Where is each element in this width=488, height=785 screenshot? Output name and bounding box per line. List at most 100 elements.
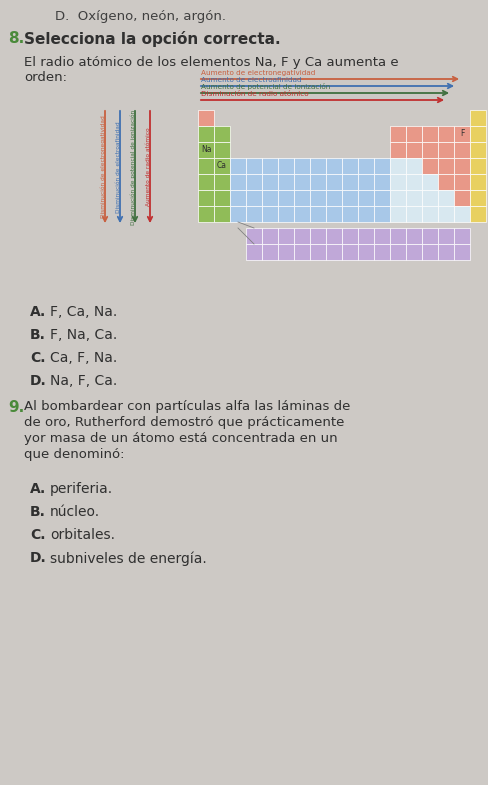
Bar bbox=[293, 158, 309, 174]
Bar bbox=[214, 158, 229, 174]
Bar bbox=[293, 190, 309, 206]
Text: 9.: 9. bbox=[8, 400, 24, 415]
Bar bbox=[309, 228, 325, 244]
Bar bbox=[262, 228, 278, 244]
Bar bbox=[341, 244, 357, 260]
Bar bbox=[245, 206, 262, 222]
Text: Aumento de radio atómico: Aumento de radio atómico bbox=[145, 128, 150, 206]
Bar bbox=[405, 174, 421, 190]
Bar bbox=[373, 206, 389, 222]
Bar bbox=[437, 158, 453, 174]
Bar bbox=[453, 142, 469, 158]
Bar bbox=[437, 174, 453, 190]
Bar bbox=[389, 174, 405, 190]
Bar bbox=[214, 174, 229, 190]
Bar bbox=[262, 190, 278, 206]
Bar bbox=[245, 190, 262, 206]
Bar bbox=[469, 158, 485, 174]
Text: Na, F, Ca.: Na, F, Ca. bbox=[50, 374, 117, 388]
Bar bbox=[405, 206, 421, 222]
Text: Ca: Ca bbox=[217, 162, 226, 170]
Bar bbox=[229, 158, 245, 174]
Bar bbox=[389, 206, 405, 222]
Bar bbox=[405, 142, 421, 158]
Bar bbox=[469, 174, 485, 190]
Text: F: F bbox=[459, 130, 463, 138]
Bar bbox=[309, 244, 325, 260]
Bar bbox=[198, 190, 214, 206]
Text: D.  Oxígeno, neón, argón.: D. Oxígeno, neón, argón. bbox=[55, 10, 225, 23]
Bar bbox=[453, 126, 469, 142]
Bar bbox=[357, 158, 373, 174]
Bar bbox=[437, 244, 453, 260]
Text: Disminución de radio atómico: Disminución de radio atómico bbox=[201, 90, 308, 97]
Bar bbox=[214, 142, 229, 158]
Bar bbox=[229, 190, 245, 206]
Bar bbox=[214, 126, 229, 142]
Bar bbox=[405, 244, 421, 260]
Bar bbox=[421, 174, 437, 190]
Bar bbox=[325, 244, 341, 260]
Bar bbox=[262, 174, 278, 190]
Text: El radio atómico de los elementos Na, F y Ca aumenta e: El radio atómico de los elementos Na, F … bbox=[24, 56, 398, 69]
Bar bbox=[341, 174, 357, 190]
Bar bbox=[341, 190, 357, 206]
Bar bbox=[389, 228, 405, 244]
Bar bbox=[278, 228, 293, 244]
Bar bbox=[405, 126, 421, 142]
Text: A.: A. bbox=[30, 305, 46, 319]
Bar bbox=[469, 142, 485, 158]
Text: de oro, Rutherford demostró que prácticamente: de oro, Rutherford demostró que práctica… bbox=[24, 416, 344, 429]
Text: F, Ca, Na.: F, Ca, Na. bbox=[50, 305, 117, 319]
Text: Disminución de electronegatividad: Disminución de electronegatividad bbox=[100, 115, 105, 218]
Text: F, Na, Ca.: F, Na, Ca. bbox=[50, 328, 117, 342]
Bar bbox=[389, 126, 405, 142]
Bar bbox=[453, 206, 469, 222]
Text: yor masa de un átomo está concentrada en un: yor masa de un átomo está concentrada en… bbox=[24, 432, 337, 445]
Text: B.: B. bbox=[30, 328, 46, 342]
Bar bbox=[262, 206, 278, 222]
Bar bbox=[453, 228, 469, 244]
Text: Aumento de electroafinidad: Aumento de electroafinidad bbox=[201, 76, 301, 82]
Bar bbox=[325, 206, 341, 222]
Bar bbox=[262, 244, 278, 260]
Text: Selecciona la opción correcta.: Selecciona la opción correcta. bbox=[24, 31, 280, 47]
Bar bbox=[245, 158, 262, 174]
Text: Na: Na bbox=[201, 145, 211, 155]
Bar bbox=[453, 244, 469, 260]
Bar bbox=[389, 158, 405, 174]
Text: periferia.: periferia. bbox=[50, 482, 113, 496]
Bar bbox=[278, 174, 293, 190]
Text: núcleo.: núcleo. bbox=[50, 505, 100, 519]
Bar bbox=[389, 142, 405, 158]
Text: Al bombardear con partículas alfa las láminas de: Al bombardear con partículas alfa las lá… bbox=[24, 400, 350, 413]
Text: C.: C. bbox=[30, 351, 45, 365]
Bar bbox=[245, 174, 262, 190]
Bar bbox=[262, 158, 278, 174]
Bar bbox=[469, 190, 485, 206]
Bar bbox=[293, 244, 309, 260]
Bar bbox=[469, 126, 485, 142]
Bar bbox=[309, 158, 325, 174]
Bar bbox=[214, 190, 229, 206]
Bar bbox=[357, 244, 373, 260]
Bar bbox=[198, 110, 214, 126]
Bar bbox=[309, 174, 325, 190]
Bar bbox=[421, 244, 437, 260]
Bar bbox=[453, 174, 469, 190]
Bar bbox=[405, 190, 421, 206]
Bar bbox=[325, 190, 341, 206]
Bar bbox=[405, 228, 421, 244]
Bar bbox=[437, 142, 453, 158]
Bar bbox=[373, 228, 389, 244]
Bar bbox=[325, 174, 341, 190]
Bar bbox=[453, 190, 469, 206]
Bar bbox=[421, 206, 437, 222]
Bar bbox=[229, 206, 245, 222]
Bar bbox=[389, 244, 405, 260]
Bar bbox=[325, 158, 341, 174]
Bar bbox=[278, 190, 293, 206]
Bar bbox=[278, 206, 293, 222]
Bar bbox=[373, 244, 389, 260]
Bar bbox=[421, 142, 437, 158]
